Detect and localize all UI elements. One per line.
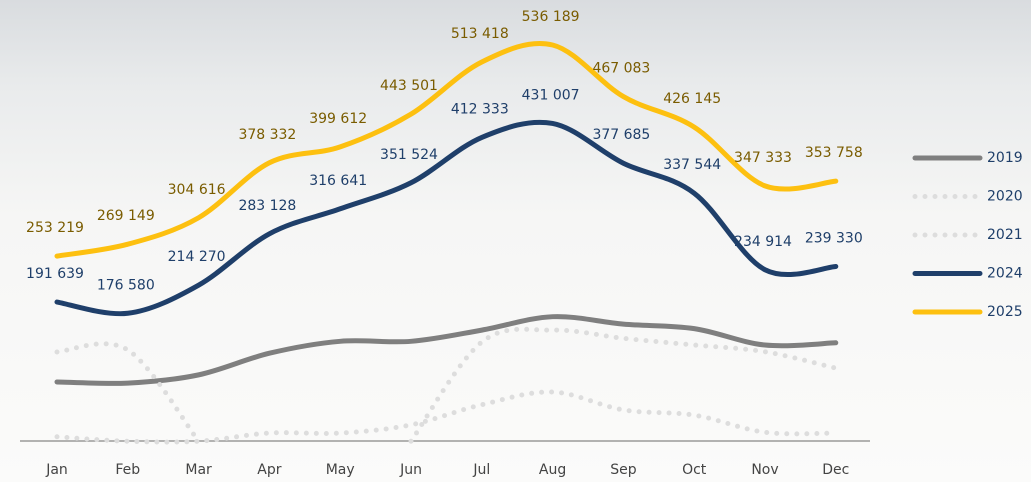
series-line: [54, 40, 839, 259]
data-label: 412 333: [451, 101, 509, 117]
data-label: 191 639: [26, 266, 84, 282]
series-line: [54, 326, 839, 444]
x-tick-label: Feb: [115, 462, 140, 478]
x-tick-label: Jan: [45, 462, 68, 478]
data-label: 316 641: [309, 173, 367, 189]
data-label: 399 612: [309, 111, 367, 127]
x-tick-label: Mar: [185, 462, 212, 478]
legend-label: 2024: [987, 266, 1023, 282]
data-label: 239 330: [805, 230, 863, 246]
series-line: [54, 389, 839, 445]
series-line: [54, 314, 839, 386]
x-tick-label: Apr: [257, 462, 281, 478]
x-tick-label: Jul: [472, 462, 490, 478]
data-label: 351 524: [380, 147, 438, 163]
data-label: 426 145: [663, 91, 721, 107]
legend-label: 2021: [987, 227, 1023, 243]
data-label: 304 616: [168, 182, 226, 198]
data-label: 176 580: [97, 277, 155, 293]
data-label: 283 128: [238, 198, 296, 214]
data-label: 347 333: [734, 150, 792, 166]
data-label: 443 501: [380, 78, 438, 94]
legend-label: 2020: [987, 189, 1023, 205]
series-line: [54, 119, 839, 317]
data-label: 353 758: [805, 145, 863, 161]
x-tick-label: Aug: [539, 462, 566, 478]
x-tick-label: Sep: [610, 462, 637, 478]
x-tick-label: May: [326, 462, 355, 478]
x-tick-label: Jun: [399, 462, 422, 478]
x-tick-label: Dec: [822, 462, 849, 478]
data-label: 269 149: [97, 208, 155, 224]
data-label: 431 007: [522, 87, 580, 103]
legend-label: 2025: [987, 304, 1023, 320]
data-label: 467 083: [592, 61, 650, 77]
data-label: 536 189: [522, 9, 580, 25]
x-tick-label: Oct: [682, 462, 707, 478]
data-label: 513 418: [451, 26, 509, 42]
data-label: 337 544: [663, 157, 721, 173]
data-label: 253 219: [26, 220, 84, 236]
data-label: 214 270: [168, 249, 226, 265]
data-label: 234 914: [734, 234, 792, 250]
data-label: 378 332: [238, 127, 296, 143]
legend-label: 2019: [987, 150, 1023, 166]
data-label: 377 685: [592, 127, 650, 143]
x-tick-label: Nov: [751, 462, 778, 478]
